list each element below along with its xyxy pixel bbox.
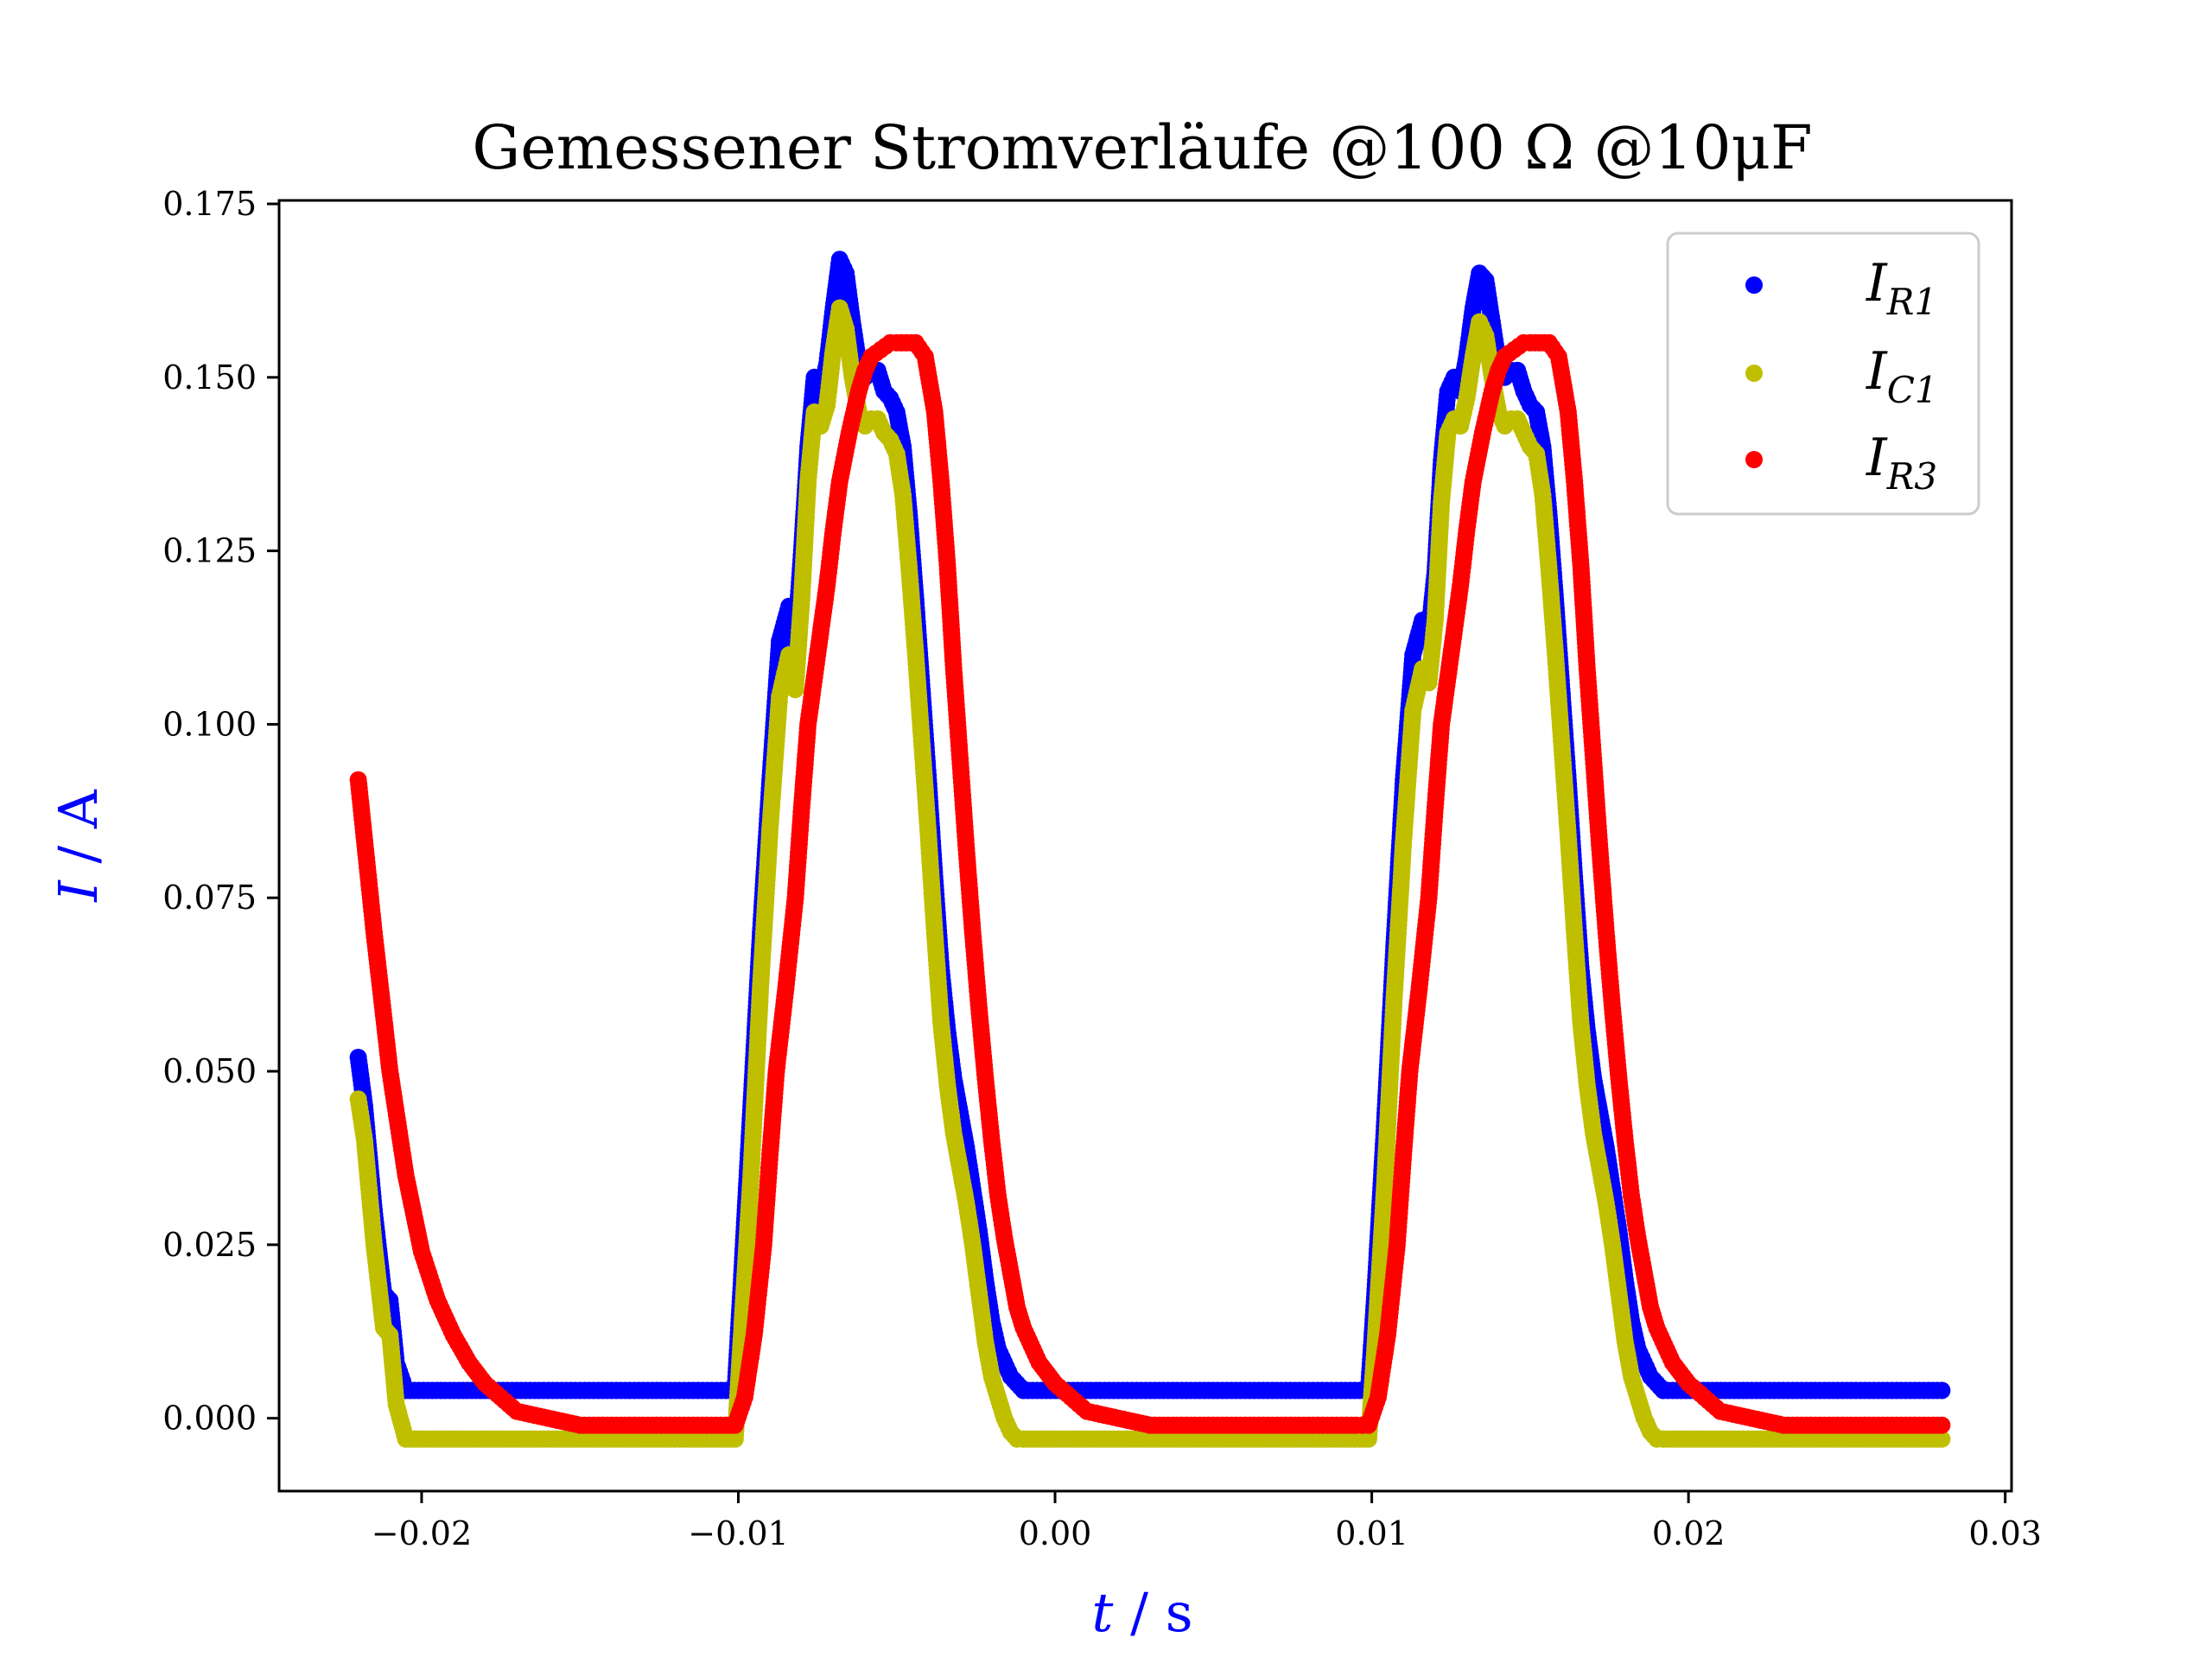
y-axis-label: I / A [47, 789, 110, 903]
x-tick-label: −0.01 [688, 1514, 788, 1552]
y-tick-label: 0.175 [162, 185, 257, 223]
x-axis-label-unit: / s [1113, 1581, 1192, 1644]
legend-label-i-r1: IR1 [1866, 253, 1937, 323]
legend-marker-i-r1 [1745, 276, 1763, 294]
series-i-c1 [349, 299, 1951, 1448]
legend-label-i-r1-sub: R1 [1886, 281, 1937, 323]
plot-frame [277, 199, 2013, 1493]
legend-box [1666, 232, 1980, 516]
series-i-r3 [349, 333, 1951, 1434]
x-tick-label: 0.02 [1652, 1514, 1726, 1552]
legend-label-i-c1-main: I [1866, 341, 1888, 402]
x-tick-label: −0.02 [372, 1514, 472, 1552]
data-point [1933, 1381, 1951, 1400]
legend-marker-i-c1 [1745, 365, 1763, 382]
y-tick-label: 0.025 [162, 1226, 257, 1264]
y-axis-label-unit: / A [47, 789, 110, 880]
y-tick-label: 0.075 [162, 879, 257, 917]
legend-label-i-r3: IR3 [1866, 428, 1937, 498]
data-point [1933, 1430, 1951, 1448]
y-tick-label: 0.050 [162, 1052, 257, 1090]
x-axis-label-symbol: t [1091, 1581, 1113, 1644]
x-tick-label: 0.01 [1335, 1514, 1408, 1552]
legend: IR1 IC1 IR3 [1666, 232, 1980, 516]
y-tick-label: 0.125 [162, 532, 257, 570]
chart-title: Gemessener Stromverläufe @100 Ω @10μF [472, 112, 1812, 183]
y-tick-label: 0.150 [162, 359, 257, 397]
x-axis-label: t / s [1091, 1581, 1192, 1644]
legend-label-i-r1-main: I [1866, 253, 1888, 314]
x-tick-label: 0.00 [1019, 1514, 1092, 1552]
x-axis: −0.02 −0.01 0.00 0.01 0.02 0.03 [372, 1491, 2042, 1552]
y-axis: 0.000 0.025 0.050 0.075 0.100 0.125 0.150 0.175 [162, 185, 279, 1438]
legend-marker-i-r3 [1745, 451, 1763, 468]
series-layer [349, 251, 1951, 1448]
legend-label-i-c1: IC1 [1866, 341, 1938, 411]
x-tick-label: 0.03 [1968, 1514, 2042, 1552]
y-tick-label: 0.100 [162, 705, 257, 743]
data-point [1933, 1416, 1951, 1434]
legend-label-i-r3-sub: R3 [1886, 455, 1937, 498]
legend-label-i-r3-main: I [1866, 428, 1888, 488]
y-tick-label: 0.000 [162, 1400, 257, 1438]
y-axis-label-symbol: I [47, 879, 110, 903]
legend-label-i-c1-sub: C1 [1887, 369, 1938, 411]
